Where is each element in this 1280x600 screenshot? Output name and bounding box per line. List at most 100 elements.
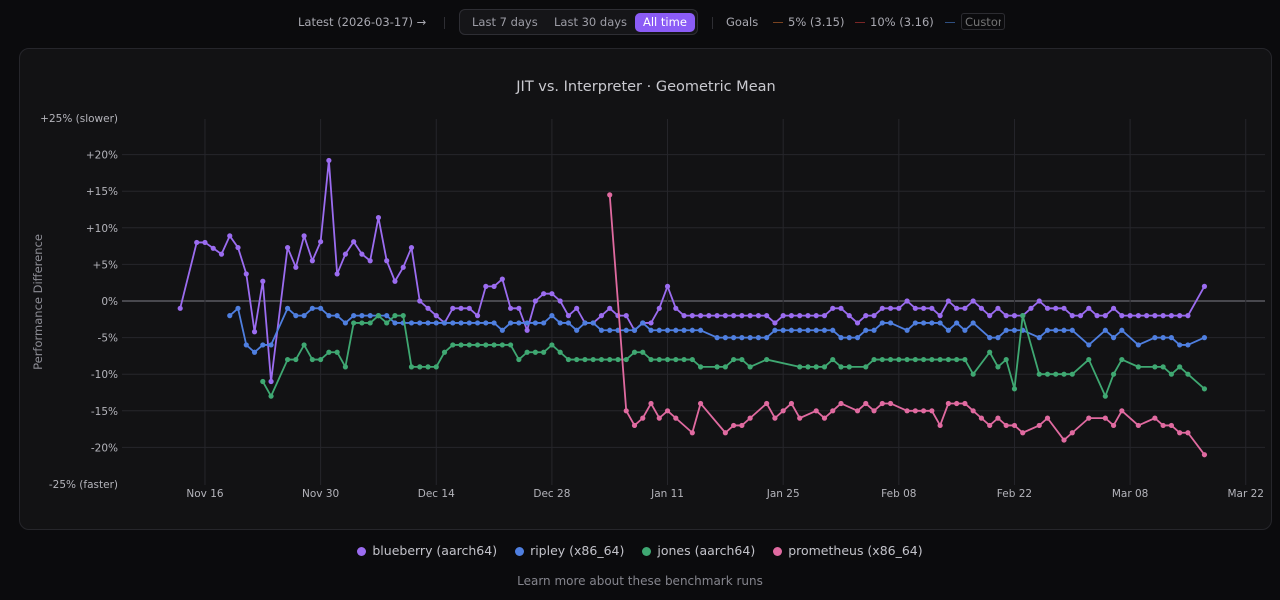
data-point-ripley <box>987 335 993 341</box>
data-point-jones <box>557 349 563 355</box>
x-tick-label: Dec 14 <box>418 488 455 500</box>
range-last-30-days[interactable]: Last 30 days <box>554 15 628 29</box>
data-point-blueberry <box>541 291 547 297</box>
data-point-blueberry <box>408 244 415 251</box>
data-point-ripley <box>780 327 786 333</box>
data-point-jones <box>764 356 770 363</box>
data-point-jones <box>871 356 877 363</box>
data-point-blueberry <box>1077 313 1084 319</box>
data-point-blueberry <box>1036 298 1042 304</box>
data-point-ripley <box>640 320 646 326</box>
range-last-7-days[interactable]: Last 7 days <box>472 15 538 29</box>
data-point-prometheus <box>1011 422 1018 429</box>
data-point-jones <box>945 356 951 363</box>
data-point-blueberry <box>326 157 332 164</box>
data-point-blueberry <box>1061 305 1067 311</box>
data-point-jones <box>821 364 828 370</box>
legend-item-jones[interactable]: jones (aarch64) <box>642 543 755 558</box>
data-point-blueberry <box>318 239 324 245</box>
data-point-ripley <box>574 327 580 333</box>
data-point-jones <box>441 349 448 355</box>
data-point-jones <box>309 356 315 363</box>
data-point-ripley <box>499 327 505 333</box>
data-point-jones <box>739 356 745 363</box>
series-line-jones <box>262 314 1206 398</box>
data-point-blueberry <box>772 320 778 326</box>
data-point-blueberry <box>433 313 439 319</box>
goal-10-percent[interactable]: 10% (3.16) <box>855 15 934 29</box>
data-point-prometheus <box>1036 422 1042 429</box>
data-point-prometheus <box>1152 415 1158 421</box>
legend-item-ripley[interactable]: ripley (x86_64) <box>515 543 624 558</box>
data-point-ripley <box>797 327 803 333</box>
latest-link[interactable]: Latest (2026-03-17) → <box>298 15 427 29</box>
data-point-ripley <box>714 335 720 341</box>
data-point-prometheus <box>788 400 795 407</box>
data-point-jones <box>912 356 918 363</box>
data-point-blueberry <box>483 283 489 289</box>
data-point-blueberry <box>830 305 836 311</box>
goal-label: 5% (3.15) <box>788 15 845 29</box>
data-point-prometheus <box>739 422 745 429</box>
data-point-ripley <box>954 320 960 326</box>
data-point-blueberry <box>838 305 844 311</box>
data-point-jones <box>598 356 605 363</box>
goal-line-swatch <box>945 22 955 23</box>
data-point-prometheus <box>871 408 877 414</box>
data-point-blueberry <box>656 305 662 311</box>
data-point-jones <box>483 342 489 348</box>
goal-custom <box>945 15 960 29</box>
data-point-ripley <box>607 327 613 333</box>
data-point-jones <box>813 364 819 370</box>
range-all-time[interactable]: All time <box>635 13 695 32</box>
learn-more-link[interactable]: Learn more about these benchmark runs <box>517 574 763 588</box>
data-point-jones <box>590 356 596 363</box>
goal-line-swatch <box>855 22 865 23</box>
data-point-ripley <box>417 320 423 326</box>
data-point-blueberry <box>1201 283 1208 289</box>
data-point-ripley <box>326 313 332 319</box>
data-point-ripley <box>1044 327 1051 333</box>
data-point-prometheus <box>722 430 728 436</box>
data-point-ripley <box>251 349 258 355</box>
data-point-jones <box>648 356 654 363</box>
x-tick-label: Feb 22 <box>997 488 1032 500</box>
data-point-blueberry <box>1044 305 1051 311</box>
data-point-ripley <box>788 327 795 333</box>
data-point-blueberry <box>532 298 538 304</box>
custom-goal-input[interactable] <box>961 13 1005 30</box>
legend-item-prometheus[interactable]: prometheus (x86_64) <box>773 543 923 558</box>
data-point-blueberry <box>1177 313 1183 319</box>
data-point-ripley <box>524 320 530 326</box>
data-point-blueberry <box>1119 313 1125 319</box>
data-point-blueberry <box>235 244 241 251</box>
data-point-jones <box>656 356 662 363</box>
data-point-blueberry <box>607 305 613 311</box>
data-point-jones <box>549 342 555 348</box>
legend-dot-icon <box>357 547 367 556</box>
y-tick-label: 0% <box>101 296 118 308</box>
legend-item-blueberry[interactable]: blueberry (aarch64) <box>357 543 497 558</box>
x-tick-label: Nov 30 <box>302 488 339 500</box>
data-point-ripley <box>1086 342 1092 348</box>
data-point-blueberry <box>706 313 712 319</box>
x-tick-label: Nov 16 <box>186 488 224 500</box>
data-point-blueberry <box>284 244 291 251</box>
data-point-blueberry <box>392 278 398 284</box>
data-point-jones <box>392 313 398 319</box>
data-point-ripley <box>1177 342 1183 348</box>
data-point-jones <box>1086 356 1092 363</box>
data-point-ripley <box>309 305 315 311</box>
data-point-jones <box>408 364 415 370</box>
data-point-ripley <box>359 313 365 319</box>
data-point-ripley <box>1003 327 1009 333</box>
data-point-ripley <box>681 327 687 333</box>
y-tick-label: +15% <box>86 186 118 198</box>
data-point-blueberry <box>739 313 745 319</box>
data-point-ripley <box>904 327 910 333</box>
goal-5-percent[interactable]: 5% (3.15) <box>773 15 844 29</box>
data-point-jones <box>334 349 340 355</box>
data-point-blueberry <box>896 305 902 311</box>
data-point-ripley <box>838 335 844 341</box>
data-point-jones <box>1053 371 1059 377</box>
